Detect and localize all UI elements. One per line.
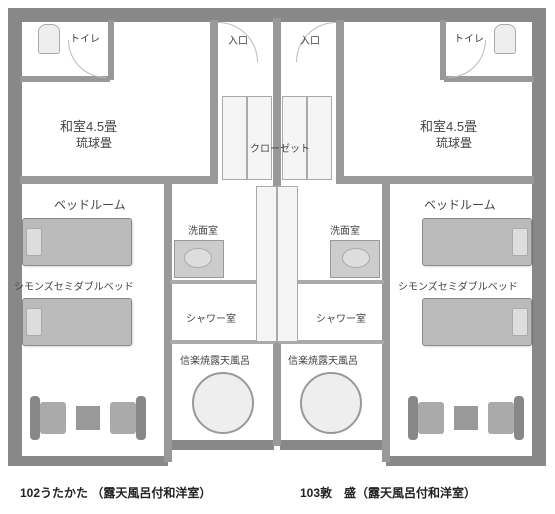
sink-right — [342, 248, 370, 268]
label-rotenburo-right: 信楽焼露天風呂 — [288, 352, 358, 367]
chair-r1-seat — [418, 402, 444, 434]
pillow-right-2 — [512, 308, 528, 336]
label-bed-right: シモンズセミダブルベッド — [398, 278, 518, 293]
label-washitsu-left-1: 和室4.5畳 — [60, 116, 117, 135]
label-washroom-left: 洗面室 — [188, 222, 218, 237]
label-closet: クローゼット — [250, 140, 310, 155]
wall-r-corridor-left — [336, 20, 344, 180]
closet-mid-r — [306, 96, 308, 180]
wall-r-washitsu-bottom — [336, 176, 534, 184]
center-column-div — [276, 186, 278, 342]
door-arc-toilet-left — [68, 40, 106, 78]
caption-left: 102うたかた （露天風呂付和洋室） — [20, 484, 211, 501]
wall-r-toilet-bottom — [444, 76, 534, 82]
label-washitsu-right-1: 和室4.5畳 — [420, 116, 477, 135]
label-shower-left: シャワー室 — [186, 310, 236, 325]
pillow-right-1 — [512, 228, 528, 256]
chair-l1-back — [30, 396, 40, 440]
wall-bottom-mid-left — [168, 440, 274, 450]
label-toilet-right: トイレ — [454, 30, 484, 45]
label-entrance-left: 入口 — [228, 32, 248, 47]
table-right — [454, 406, 478, 430]
closet-mid-l — [246, 96, 248, 180]
wall-l-washitsu-bottom — [20, 176, 218, 184]
floorplan-container: トイレ トイレ 入口 入口 和室4.5畳 琉球畳 和室4.5畳 琉球畳 クローゼ… — [0, 0, 555, 514]
chair-r2-back — [514, 396, 524, 440]
wall-right — [532, 8, 546, 466]
wall-bottom-mid-right — [280, 440, 386, 450]
wall-bottom-left — [8, 456, 168, 466]
label-bed-left: シモンズセミダブルベッド — [14, 278, 134, 293]
wall-r-bedroom-left — [382, 182, 390, 462]
label-entrance-right: 入口 — [300, 32, 320, 47]
chair-l1-seat — [40, 402, 66, 434]
label-shower-right: シャワー室 — [316, 310, 366, 325]
toilet-fixture-right — [494, 24, 516, 54]
label-bedroom-left: ベッドルーム — [54, 196, 126, 213]
wall-r-toilet-left — [440, 20, 446, 80]
label-washitsu-left-2: 琉球畳 — [76, 134, 112, 151]
label-rotenburo-left: 信楽焼露天風呂 — [180, 352, 250, 367]
caption-right: 103敦 盛（露天風呂付和洋室） — [300, 484, 476, 501]
chair-l2-seat — [110, 402, 136, 434]
table-left — [76, 406, 100, 430]
label-bedroom-right: ベッドルーム — [424, 196, 496, 213]
label-washroom-right: 洗面室 — [330, 222, 360, 237]
sink-left — [184, 248, 212, 268]
wall-l-toilet-right — [108, 20, 114, 80]
tub-right — [300, 372, 362, 434]
wall-l-corridor-right — [210, 20, 218, 180]
label-washitsu-right-2: 琉球畳 — [436, 134, 472, 151]
wall-bottom-right — [386, 456, 546, 466]
chair-r1-back — [408, 396, 418, 440]
pillow-left-2 — [26, 308, 42, 336]
tub-left — [192, 372, 254, 434]
chair-r2-seat — [488, 402, 514, 434]
door-arc-toilet-right — [448, 40, 486, 78]
toilet-fixture-left — [38, 24, 60, 54]
wall-l-bedroom-right — [164, 182, 172, 462]
label-toilet-left: トイレ — [70, 30, 100, 45]
pillow-left-1 — [26, 228, 42, 256]
chair-l2-back — [136, 396, 146, 440]
